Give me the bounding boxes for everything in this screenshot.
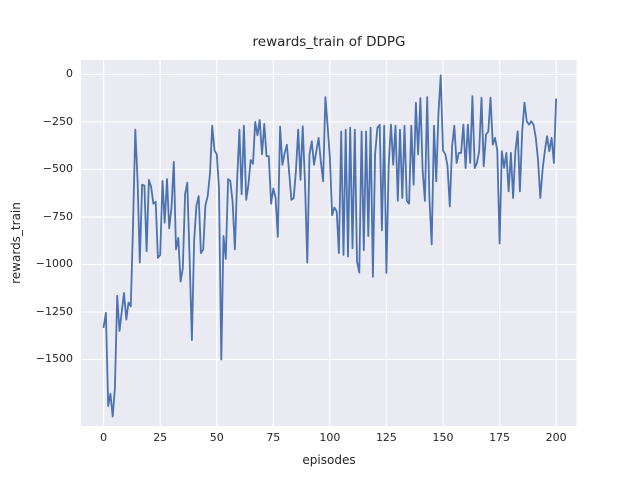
- chart-title: rewards_train of DDPG: [252, 34, 406, 50]
- y-tick-label: −500: [42, 162, 73, 176]
- x-tick-label: 150: [432, 431, 454, 444]
- x-tick-label: 200: [545, 431, 567, 444]
- x-tick-label: 50: [209, 431, 224, 444]
- y-tick-label: −750: [42, 209, 73, 223]
- y-tick-label: −1000: [35, 257, 73, 271]
- y-tick-label: −1500: [35, 352, 73, 366]
- plot-panel: [81, 60, 577, 426]
- x-tick-label: 100: [319, 431, 341, 444]
- y-tick-label: −1250: [35, 304, 73, 318]
- y-tick-label: −250: [42, 114, 73, 128]
- y-tick-label: 0: [66, 67, 73, 81]
- x-tick-label: 75: [266, 431, 281, 444]
- data-line-rewards_train: [102, 74, 557, 418]
- x-tick-label: 175: [489, 431, 511, 444]
- x-tick-label: 0: [100, 431, 108, 444]
- x-tick-label: 25: [153, 431, 168, 444]
- x-tick-label: 125: [375, 431, 397, 444]
- x-axis-label: episodes: [302, 453, 356, 467]
